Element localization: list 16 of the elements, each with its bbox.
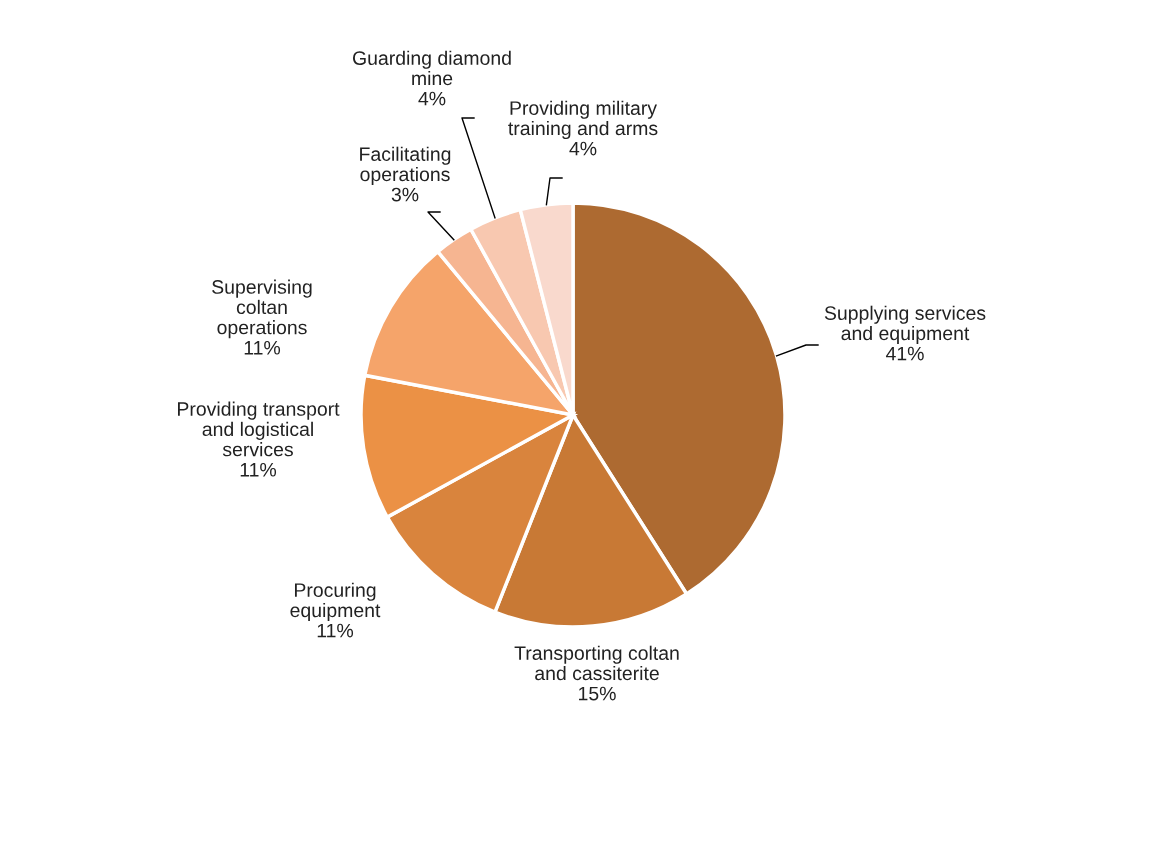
data-label: 11%: [317, 623, 354, 638]
data-label: 11%: [244, 340, 281, 355]
data-label: 4%: [569, 141, 597, 156]
slice-label: Providing transport and logistical services: [178, 401, 340, 457]
slice-label: Procuring equipment: [290, 582, 381, 622]
data-label: 3%: [391, 187, 419, 202]
data-label: 11%: [240, 462, 277, 477]
data-label: 4%: [418, 91, 446, 106]
slice-label: Providing military training and arms: [508, 100, 658, 140]
slice-label: Supplying services and equipment: [824, 305, 986, 345]
data-label: 41%: [885, 346, 924, 361]
slice-label: Guarding diamond mine: [352, 50, 511, 86]
data-label: 15%: [579, 686, 616, 701]
slice-label: Transporting coltan and cassiterite: [514, 645, 679, 681]
slice-label: Supervising coltan operations: [212, 279, 312, 339]
slice-label: Facilitating operations: [360, 146, 451, 186]
